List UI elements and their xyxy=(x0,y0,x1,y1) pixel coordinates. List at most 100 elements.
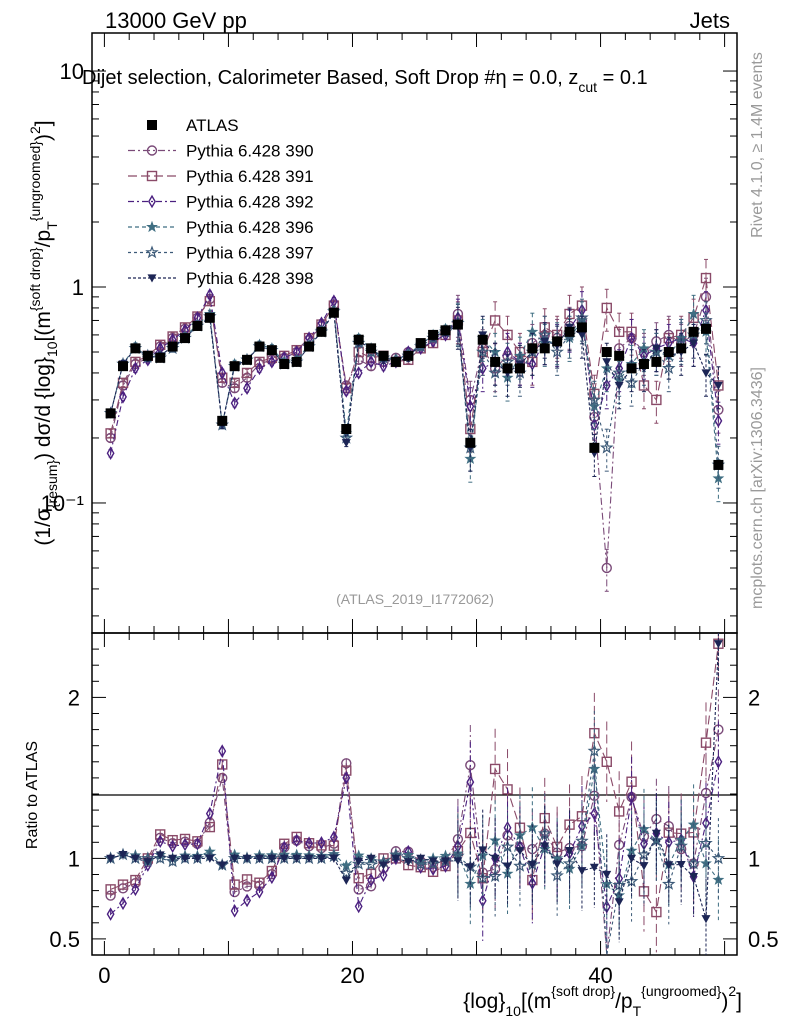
data-point xyxy=(217,759,228,770)
data-point xyxy=(165,854,180,868)
data-point xyxy=(342,771,351,785)
data-point xyxy=(489,763,501,775)
data-point xyxy=(229,879,240,890)
y-tick-label: 10 xyxy=(60,59,84,84)
x-label-part-3: [(m xyxy=(521,990,551,1013)
legend-label: Pythia 6.428 396 xyxy=(186,218,314,237)
data-point xyxy=(365,881,377,892)
data-point xyxy=(465,423,476,435)
axis-ticks: 0 20 40 10 1 10⁻¹ 0.5 0.5 1 1 2 2 xyxy=(41,33,779,988)
legend-entry-atlas: ATLAS xyxy=(147,116,239,135)
ratio-axis-label: Ratio to ATLAS xyxy=(24,741,41,849)
data-point xyxy=(639,862,649,871)
legend-label: Pythia 6.428 392 xyxy=(186,193,314,212)
data-point xyxy=(664,861,674,870)
y-label-part-2: {resum} xyxy=(44,460,60,509)
data-point xyxy=(106,907,115,921)
data-point xyxy=(540,337,550,346)
data-point xyxy=(500,839,515,853)
data-point xyxy=(426,856,440,870)
data-point xyxy=(119,390,127,404)
legend-label: Pythia 6.428 398 xyxy=(186,269,314,288)
data-point xyxy=(391,854,401,863)
data-point xyxy=(217,861,227,870)
series-6 xyxy=(106,306,723,955)
plot-title: Dijet selection, Calorimeter Based, Soft… xyxy=(82,67,648,95)
data-point xyxy=(676,860,686,870)
ratio-tick-label: 2 xyxy=(68,685,80,710)
data-point xyxy=(711,851,726,865)
y-label-part-11: 2 xyxy=(27,126,43,134)
legend: ATLAS Pythia 6.428 390 Pythia 6.428 391 Pyt… xyxy=(128,116,314,288)
data-point xyxy=(528,876,537,890)
ratio-plot-frame xyxy=(91,632,738,956)
data-point xyxy=(304,854,314,863)
legend-entry-3: Pythia 6.428 392 xyxy=(128,193,314,212)
data-point xyxy=(119,896,127,911)
data-point xyxy=(550,868,564,882)
data-point xyxy=(651,829,661,838)
data-point xyxy=(602,358,612,367)
data-point xyxy=(502,784,513,795)
x-label-part-4: {soft drop} xyxy=(551,983,615,999)
data-point xyxy=(575,310,589,324)
data-point xyxy=(148,194,156,209)
data-point xyxy=(118,851,128,860)
series-atlas xyxy=(105,307,724,470)
data-point xyxy=(465,863,475,872)
series-line xyxy=(110,311,719,454)
data-point xyxy=(613,806,625,817)
x-axis-label: {log}10[(m{soft drop}/pT {ungroomed})2] xyxy=(463,983,742,1019)
data-point xyxy=(353,346,364,358)
mcplots-label: mcplots.cern.ch [arXiv:1306.3436] xyxy=(749,367,766,609)
y-label-part-7: /p xyxy=(32,230,55,248)
y-label-part-5: [(m xyxy=(32,311,55,341)
data-point xyxy=(218,744,227,758)
data-point xyxy=(552,860,562,869)
data-point xyxy=(587,744,602,757)
data-point xyxy=(661,361,676,375)
data-point xyxy=(674,838,688,852)
data-point xyxy=(339,865,354,879)
data-point xyxy=(229,377,240,389)
data-point xyxy=(367,355,376,369)
data-point xyxy=(475,344,490,358)
y-label-part-9: {ungroomed} xyxy=(27,141,43,222)
plot-title-tail: = 0.1 xyxy=(597,67,648,89)
plot-title-main: Dijet selection, Calorimeter Based, Soft… xyxy=(82,67,496,89)
series-ratio-line xyxy=(110,750,719,915)
data-point xyxy=(587,392,602,406)
data-point xyxy=(614,381,624,390)
data-point xyxy=(466,399,475,414)
data-point xyxy=(627,790,636,804)
y-label-part-4: 10 xyxy=(44,341,60,357)
data-point xyxy=(267,870,276,885)
data-point xyxy=(413,857,428,871)
y-axis-label: (1/σ{resum}) dσ/d {log}10[(m{soft drop}/… xyxy=(27,120,60,545)
legend-label: Pythia 6.428 390 xyxy=(186,142,314,161)
data-point xyxy=(590,418,599,432)
data-point xyxy=(701,369,711,378)
data-point xyxy=(353,884,364,895)
data-point xyxy=(601,756,612,767)
data-point xyxy=(230,396,239,410)
ratio-tick-label-right: 2 xyxy=(748,685,760,710)
y-label-part-3: ) dσ/d {log} xyxy=(32,357,55,460)
y-label-part-6: {soft drop} xyxy=(27,247,43,311)
data-point xyxy=(364,857,378,871)
data-point xyxy=(354,899,363,914)
data-point xyxy=(241,874,253,885)
ratio-tick-label-right: 0.5 xyxy=(748,927,779,952)
data-point xyxy=(614,898,624,907)
data-point xyxy=(689,339,699,348)
legend-entry-4: Pythia 6.428 396 xyxy=(128,218,314,237)
data-point xyxy=(143,858,153,867)
data-point xyxy=(230,854,240,863)
x-label-part-1: {log} xyxy=(463,990,505,1013)
data-point xyxy=(131,361,140,376)
data-point xyxy=(714,755,723,769)
x-label-part-10: ] xyxy=(736,990,742,1013)
data-point xyxy=(242,854,252,863)
data-point xyxy=(627,854,637,863)
data-point xyxy=(577,331,587,340)
